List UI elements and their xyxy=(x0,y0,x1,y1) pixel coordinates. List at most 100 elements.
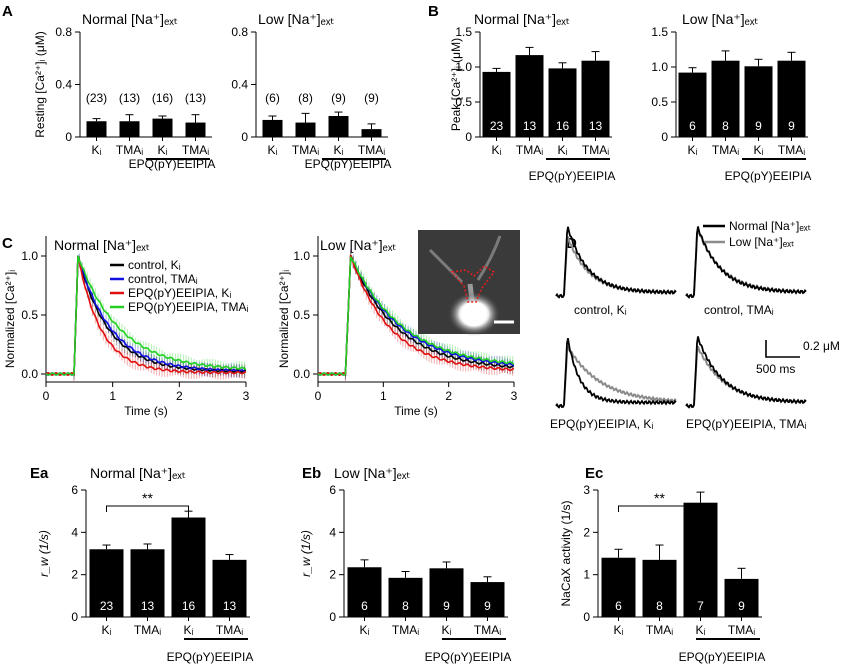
bar-count-label: 9 xyxy=(738,599,745,613)
x-tick-label: Kᵢ xyxy=(360,623,370,637)
x-tick-label: TMAᵢ xyxy=(358,143,385,157)
peptide-label: EPQ(pY)EEIPIA xyxy=(129,157,216,171)
y-axis-label: r_w (1/s) xyxy=(37,530,51,577)
y-tick-label: 0.4 xyxy=(55,78,72,92)
chart-title: Low [Na⁺]ₑₓₜ xyxy=(334,465,411,481)
bar xyxy=(262,119,283,137)
bar xyxy=(119,121,140,137)
trace-normal-na xyxy=(685,226,807,299)
bar-count-label: 23 xyxy=(100,599,114,613)
y-tick-label: 1.0 xyxy=(455,60,472,74)
x-tick-label: Kᵢ xyxy=(614,623,624,637)
y-tick-label: 2 xyxy=(71,568,78,582)
x-tick-label: Kᵢ xyxy=(754,143,764,157)
y-tick-label: 1.0 xyxy=(651,60,668,74)
caption-control-ki: control, Kᵢ xyxy=(574,303,627,317)
legend-label: EPQ(pY)EEIPIA, Kᵢ xyxy=(128,286,231,300)
bar-count-label: 8 xyxy=(656,599,663,613)
dendrite-right xyxy=(476,235,502,281)
x-tick-label: TMAᵢ xyxy=(392,623,419,637)
bar xyxy=(678,72,707,137)
bar-count-label: 13 xyxy=(589,119,603,133)
y-tick-label: 0 xyxy=(583,610,590,624)
y-tick-label: 1 xyxy=(583,568,590,582)
x-tick-label: Kᵢ xyxy=(102,623,112,637)
bar-count-label: 13 xyxy=(223,599,237,613)
bar xyxy=(744,66,773,137)
y-tick-label: 0.8 xyxy=(231,25,248,39)
trace-epq-tmai xyxy=(685,336,807,409)
x-tick-label: TMAᵢ xyxy=(474,623,501,637)
significance-bracket xyxy=(106,505,189,512)
rw-normal-chart: 0 2 4 6 Normal [Na⁺]ₑₓₜ r_w (1/s) Kᵢ 23 TMAᵢ 13 Kᵢ… xyxy=(37,465,253,664)
x-tick-label: TMAᵢ xyxy=(728,623,755,637)
sample-count: (6) xyxy=(265,91,280,105)
bar-count-label: 8 xyxy=(722,119,729,133)
bar xyxy=(777,60,806,138)
x-axis-label: Time (s) xyxy=(394,404,438,418)
x-tick-label: TMAᵢ xyxy=(134,623,161,637)
panel-label-b: B xyxy=(428,3,439,20)
soma xyxy=(461,302,487,326)
bar-count-label: 6 xyxy=(689,119,696,133)
y-tick-label: 0.5 xyxy=(21,308,38,322)
y-tick-label: 4 xyxy=(329,525,336,539)
panel-label-ea: Ea xyxy=(30,465,49,482)
peak-ca-low-chart: 0 0.5 1.0 1.5 Low [Na⁺]ₑₓₜ Kᵢ 6 TMAᵢ 8 Kᵢ 9 TMAᵢ 9 EP… xyxy=(651,11,811,183)
peptide-label: EPQ(pY)EEIPIA xyxy=(529,169,616,183)
trace-normal-na xyxy=(555,226,677,299)
roi-outline xyxy=(450,264,496,303)
panel-label-eb: Eb xyxy=(302,465,321,482)
bar-count-label: 9 xyxy=(755,119,762,133)
bar xyxy=(328,116,349,137)
x-tick-label: 1 xyxy=(109,389,116,403)
chart-title: Normal [Na⁺]ₑₓₜ xyxy=(90,465,186,481)
peptide-label: EPQ(pY)EEIPIA xyxy=(167,650,254,664)
x-tick-label: TMAᵢ xyxy=(712,143,739,157)
x-tick-label: Kᵢ xyxy=(442,623,452,637)
dendrite-left xyxy=(428,248,464,284)
x-tick-label: Kᵢ xyxy=(688,143,698,157)
x-tick-label: TMAᵢ xyxy=(116,143,143,157)
panel-label-ec: Ec xyxy=(585,465,603,482)
legend-text-low: Low [Na⁺]ₑₓₜ xyxy=(729,235,795,249)
sample-count: (13) xyxy=(119,91,140,105)
trace-control-ki xyxy=(555,226,677,299)
peptide-label: EPQ(pY)EEIPIA xyxy=(305,157,392,171)
y-tick-label: 0 xyxy=(465,130,472,144)
panel-label-a: A xyxy=(2,3,13,20)
bar xyxy=(482,71,511,137)
chart-title: Low [Na⁺]ₑₓₜ xyxy=(682,11,759,27)
bar xyxy=(347,567,382,617)
x-tick-label: 3 xyxy=(243,389,250,403)
legend-text-normal: Normal [Na⁺]ₑₓₜ xyxy=(729,219,811,233)
y-tick-label: 6 xyxy=(71,483,78,497)
y-axis-label: r_w (1/s) xyxy=(299,530,313,577)
bar-count-label: 7 xyxy=(697,599,704,613)
bar xyxy=(683,502,718,617)
bar xyxy=(470,582,505,617)
neuron-micrograph-inset xyxy=(418,230,520,336)
normalized-ca-low-chart: 0.0 0.5 1.0 0 1 2 3 Time (s) Normalized [Ca²⁺]ᵢ L… xyxy=(277,236,518,418)
y-tick-label: 0.5 xyxy=(293,308,310,322)
x-tick-label: TMAᵢ xyxy=(182,143,209,157)
x-axis-label: Time (s) xyxy=(124,404,168,418)
scale-amplitude: 0.2 μM xyxy=(803,339,840,353)
trace-normal-na xyxy=(555,338,677,409)
bar-count-label: 8 xyxy=(402,599,409,613)
x-tick-label: TMAᵢ xyxy=(516,143,543,157)
bar-count-label: 6 xyxy=(361,599,368,613)
legend-label: EPQ(pY)EEIPIA, TMAᵢ xyxy=(128,300,248,314)
x-tick-label: Kᵢ xyxy=(184,623,194,637)
y-tick-label: 0.8 xyxy=(55,25,72,39)
bar xyxy=(724,578,759,617)
y-tick-label: 0 xyxy=(329,610,336,624)
y-tick-label: 0.5 xyxy=(455,95,472,109)
legend-label: control, TMAᵢ xyxy=(128,272,198,286)
series-line-2 xyxy=(317,254,515,376)
x-tick-label: Kᵢ xyxy=(492,143,502,157)
y-tick-label: 0.5 xyxy=(651,95,668,109)
y-tick-label: 0 xyxy=(71,610,78,624)
caption-epq-ki: EPQ(pY)EEIPIA, Kᵢ xyxy=(550,417,653,431)
scale-bar-d xyxy=(765,340,800,358)
